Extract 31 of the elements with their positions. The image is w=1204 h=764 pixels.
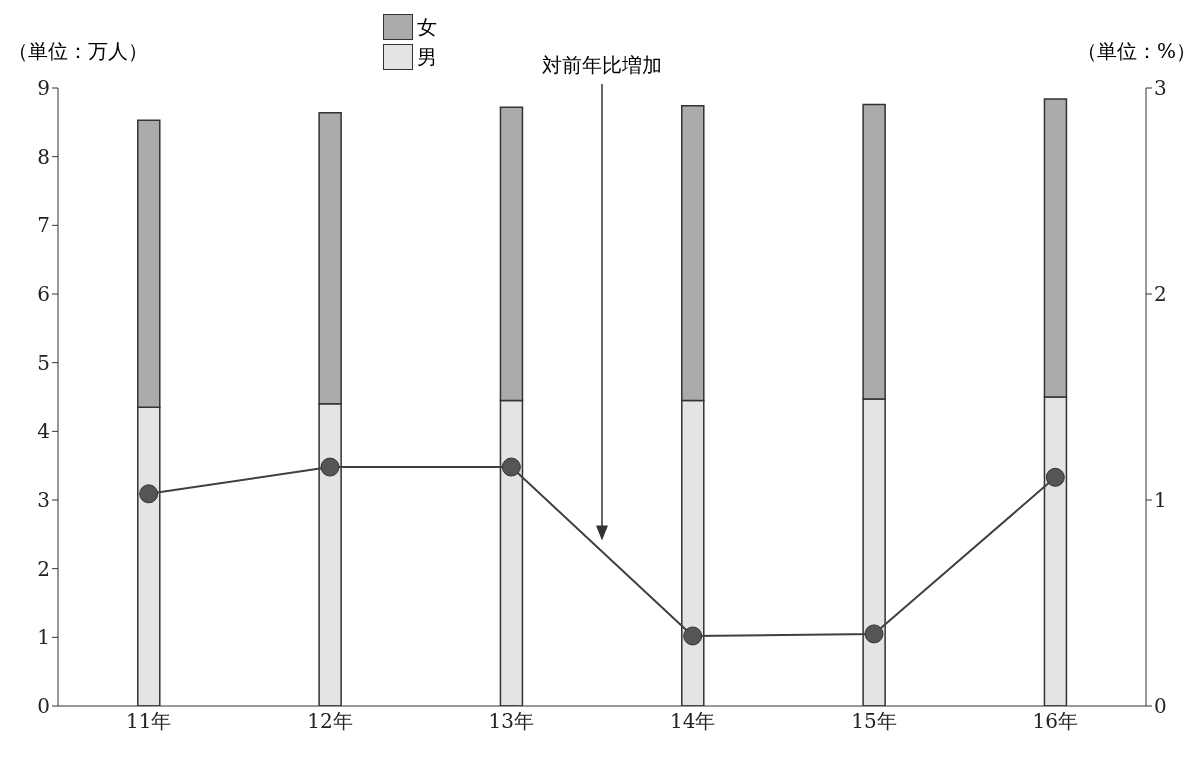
y-axis-title: （単位：万人） [8, 38, 148, 65]
y2-tick-label: 0 [1154, 694, 1167, 719]
y-tick-label: 5 [37, 350, 50, 375]
x-tick-label: 14年 [669, 709, 716, 734]
point [1045, 467, 1065, 487]
text: 対前年比増加 [541, 52, 663, 79]
legend-label: 女 [417, 13, 437, 41]
x-tick-label: 13年 [488, 709, 535, 734]
point [320, 457, 340, 477]
point [864, 624, 884, 644]
point [501, 457, 521, 477]
y-tick-label: 9 [37, 76, 50, 101]
y-tick-label: 8 [37, 144, 50, 169]
y-tick-label: 3 [37, 488, 50, 513]
x-tick-label: 16年 [1032, 709, 1079, 734]
y-tick-label: 7 [37, 213, 50, 238]
x-tick-label: 11年 [125, 709, 172, 734]
y2-tick-label: 2 [1154, 282, 1167, 307]
y2-tick-label: 1 [1154, 488, 1167, 513]
x-tick-label: 15年 [851, 709, 897, 734]
legend-label: 男 [417, 43, 437, 71]
y-tick-label: 4 [37, 419, 50, 444]
y-tick-label: 1 [37, 625, 50, 650]
point [683, 626, 703, 646]
y2-tick-label: 3 [1154, 76, 1167, 101]
point [139, 484, 159, 504]
y-tick-label: 0 [37, 694, 50, 719]
y2-axis-title: （単位：%） [1076, 38, 1196, 65]
y-tick-label: 2 [37, 556, 50, 581]
y-tick-label: 6 [37, 282, 50, 307]
x-tick-label: 12年 [307, 709, 353, 734]
